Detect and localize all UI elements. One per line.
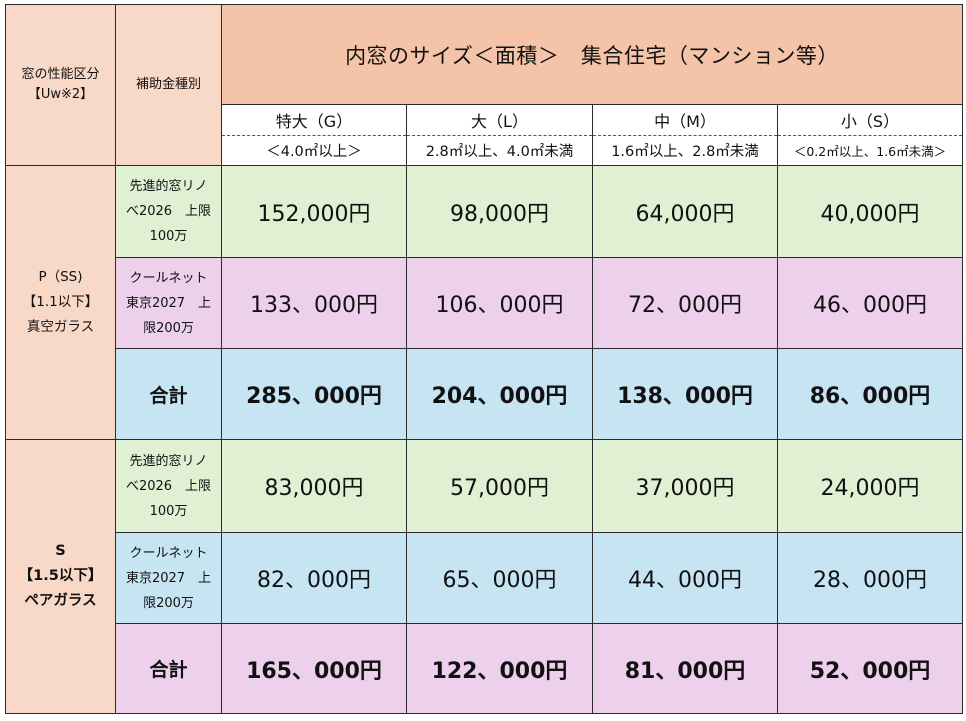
size-range-m: 1.6㎡以上、2.8㎡未満 — [592, 135, 778, 166]
category-line1: S — [55, 543, 66, 559]
category-s-pair-glass: S 【1.5以下】 ペアガラス — [5, 439, 116, 714]
category-line3: 真空ガラス — [26, 319, 95, 335]
value-cell: 82、000円 — [221, 532, 407, 624]
subsidy-line2: 東京2027 上 — [125, 570, 212, 586]
performance-category-header-line1: 窓の性能区分 — [21, 67, 100, 82]
value-cell: 152,000円 — [221, 165, 407, 258]
subsidy-line3: 100万 — [149, 229, 188, 244]
value-cell: 106、000円 — [406, 257, 593, 349]
category-line2: 【1.1以下】 — [22, 294, 99, 310]
total-cell: 138、000円 — [592, 348, 778, 440]
size-range-xl: ＜4.0㎡以上＞ — [221, 135, 407, 166]
subsidy-line2: 東京2027 上 — [125, 295, 212, 311]
value-cell: 72、000円 — [592, 257, 778, 349]
total-cell: 86、000円 — [777, 348, 963, 440]
size-label-m: 中（M） — [592, 104, 778, 136]
value-cell: 46、000円 — [777, 257, 963, 349]
total-cell: 285、000円 — [221, 348, 407, 440]
value-cell: 57,000円 — [406, 439, 593, 533]
value-cell: 98,000円 — [406, 165, 593, 258]
category-line1: P（SS) — [38, 269, 83, 285]
subsidy-coolnet: クールネット 東京2027 上 限200万 — [115, 257, 222, 349]
subsidy-line1: 先進的窓リノ — [129, 453, 208, 469]
size-range-l: 2.8㎡以上、4.0㎡未満 — [406, 135, 593, 166]
subsidy-line1: クールネット — [129, 545, 208, 561]
total-label: 合計 — [115, 348, 222, 440]
subsidy-line1: 先進的窓リノ — [129, 179, 208, 194]
performance-category-header: 窓の性能区分 【Uw※2】 — [5, 4, 116, 166]
category-line3: ペアガラス — [24, 593, 97, 609]
value-cell: 133、000円 — [221, 257, 407, 349]
total-cell: 81、000円 — [592, 623, 778, 714]
size-label-xl: 特大（G） — [221, 104, 407, 136]
value-cell: 28、000円 — [777, 532, 963, 624]
total-cell: 52、000円 — [777, 623, 963, 714]
size-label-s: 小（S） — [777, 104, 963, 136]
subsidy-senshinteki: 先進的窓リノ べ2026 上限 100万 — [115, 439, 222, 533]
value-cell: 64,000円 — [592, 165, 778, 258]
subsidy-type-header: 補助金種別 — [115, 4, 222, 166]
total-cell: 204、000円 — [406, 348, 593, 440]
value-cell: 40,000円 — [777, 165, 963, 258]
total-cell: 122、000円 — [406, 623, 593, 714]
subsidy-senshinteki: 先進的窓リノ べ2026 上限 100万 — [115, 165, 222, 258]
size-range-s: ＜0.2㎡以上、1.6㎡未満＞ — [777, 135, 963, 166]
category-line2: 【1.5以下】 — [18, 568, 103, 584]
total-cell: 165、000円 — [221, 623, 407, 714]
category-p-vacuum-glass: P（SS) 【1.1以下】 真空ガラス — [5, 165, 116, 440]
subsidy-line3: 限200万 — [143, 320, 194, 336]
performance-category-header-line2: 【Uw※2】 — [27, 87, 94, 102]
value-cell: 65、000円 — [406, 532, 593, 624]
value-cell: 83,000円 — [221, 439, 407, 533]
table-title: 内窓のサイズ＜面積＞ 集合住宅（マンション等） — [221, 4, 963, 105]
value-cell: 37,000円 — [592, 439, 778, 533]
size-label-l: 大（L） — [406, 104, 593, 136]
subsidy-line3: 100万 — [149, 503, 188, 519]
total-label: 合計 — [115, 623, 222, 714]
subsidy-line2: べ2026 上限 — [125, 204, 212, 219]
subsidy-line2: べ2026 上限 — [125, 478, 212, 494]
value-cell: 24,000円 — [777, 439, 963, 533]
value-cell: 44、000円 — [592, 532, 778, 624]
subsidy-table: 窓の性能区分 【Uw※2】 補助金種別 内窓のサイズ＜面積＞ 集合住宅（マンショ… — [5, 4, 963, 714]
subsidy-line1: クールネット — [129, 270, 208, 286]
subsidy-coolnet: クールネット 東京2027 上 限200万 — [115, 532, 222, 624]
subsidy-line3: 限200万 — [143, 595, 194, 611]
